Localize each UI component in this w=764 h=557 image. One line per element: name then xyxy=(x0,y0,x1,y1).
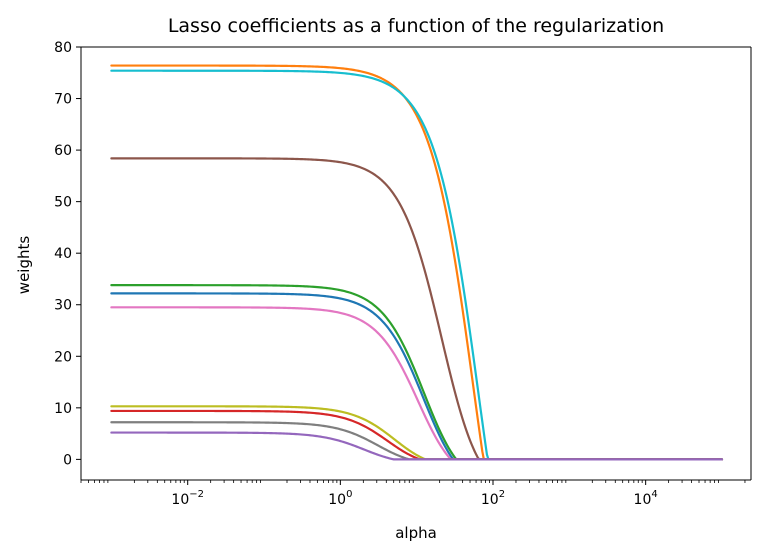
plot-area: 0 10 20 30 40 50 60 70 80 10−2 100 102 104 xyxy=(54,40,752,508)
y-tick-label: 80 xyxy=(54,40,72,56)
y-tick-label: 70 xyxy=(54,92,72,108)
y-tick-label: 40 xyxy=(54,246,72,262)
y-tick-label: 50 xyxy=(54,195,72,211)
x-tick-label: 104 xyxy=(634,489,658,508)
series-line-8 xyxy=(110,409,724,461)
chart-title: Lasso coefficients as a function of the … xyxy=(168,15,664,37)
y-tick-label: 30 xyxy=(54,298,72,314)
y-tick-label: 0 xyxy=(63,452,72,468)
series-line-10 xyxy=(110,431,724,461)
series-line-3 xyxy=(110,157,724,461)
x-tick-label: 10−2 xyxy=(171,489,204,508)
y-axis-label: weights xyxy=(15,236,33,295)
x-tick-label: 102 xyxy=(481,489,505,508)
series-line-2 xyxy=(110,69,724,461)
y-tick-label: 10 xyxy=(54,401,72,417)
y-tick-label: 60 xyxy=(54,143,72,159)
y-tick-label: 20 xyxy=(54,349,72,365)
x-axis-label: alpha xyxy=(395,524,437,542)
x-tick-label: 100 xyxy=(328,489,352,508)
